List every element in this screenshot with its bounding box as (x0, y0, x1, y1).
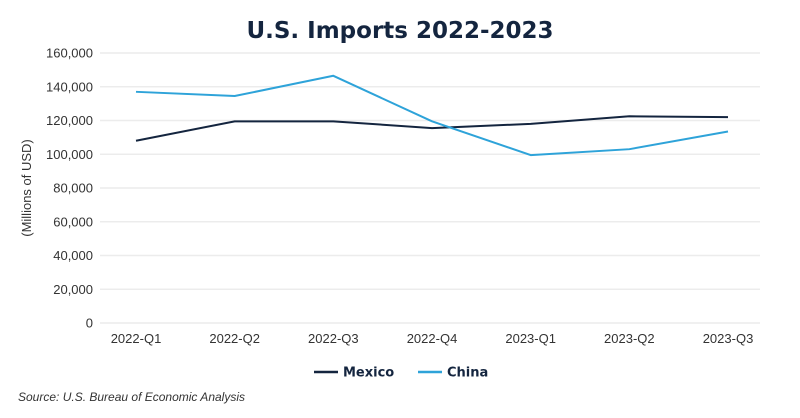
legend-item-mexico: Mexico (314, 366, 394, 381)
x-tick-label: 2022-Q1 (111, 331, 162, 346)
x-tick-label: 2023-Q2 (604, 331, 655, 346)
y-tick-label: 140,000 (46, 79, 93, 94)
chart-title: U.S. Imports 2022-2023 (246, 18, 553, 44)
y-axis-ticks: 0 20,000 40,000 60,000 80,000 100,000 120,000 1… (46, 46, 93, 331)
x-tick-label: 2022-Q3 (308, 331, 359, 346)
y-tick-label: 80,000 (53, 181, 93, 196)
x-tick-label: 2022-Q4 (407, 331, 458, 346)
y-tick-label: 60,000 (53, 214, 93, 229)
legend-item-china: China (418, 366, 488, 381)
y-tick-label: 40,000 (53, 248, 93, 263)
y-tick-label: 0 (86, 316, 93, 331)
legend: Mexico China (314, 366, 488, 381)
series-lines (135, 74, 729, 157)
y-tick-label: 100,000 (46, 147, 93, 162)
legend-label: China (447, 366, 488, 381)
series-china (135, 74, 729, 157)
y-tick-label: 120,000 (46, 113, 93, 128)
y-tick-label: 160,000 (46, 46, 93, 61)
legend-label: Mexico (343, 366, 394, 381)
gridlines (100, 52, 760, 324)
y-tick-label: 20,000 (53, 282, 93, 297)
x-axis-ticks: 2022-Q1 2022-Q2 2022-Q3 2022-Q4 2023-Q1 2023-… (111, 331, 754, 346)
series-mexico (135, 115, 729, 142)
x-tick-label: 2022-Q2 (209, 331, 260, 346)
y-axis-label: (Millions of USD) (19, 139, 34, 237)
x-tick-label: 2023-Q1 (505, 331, 556, 346)
x-tick-label: 2023-Q3 (703, 331, 754, 346)
source-note: Source: U.S. Bureau of Economic Analysis (18, 390, 245, 404)
